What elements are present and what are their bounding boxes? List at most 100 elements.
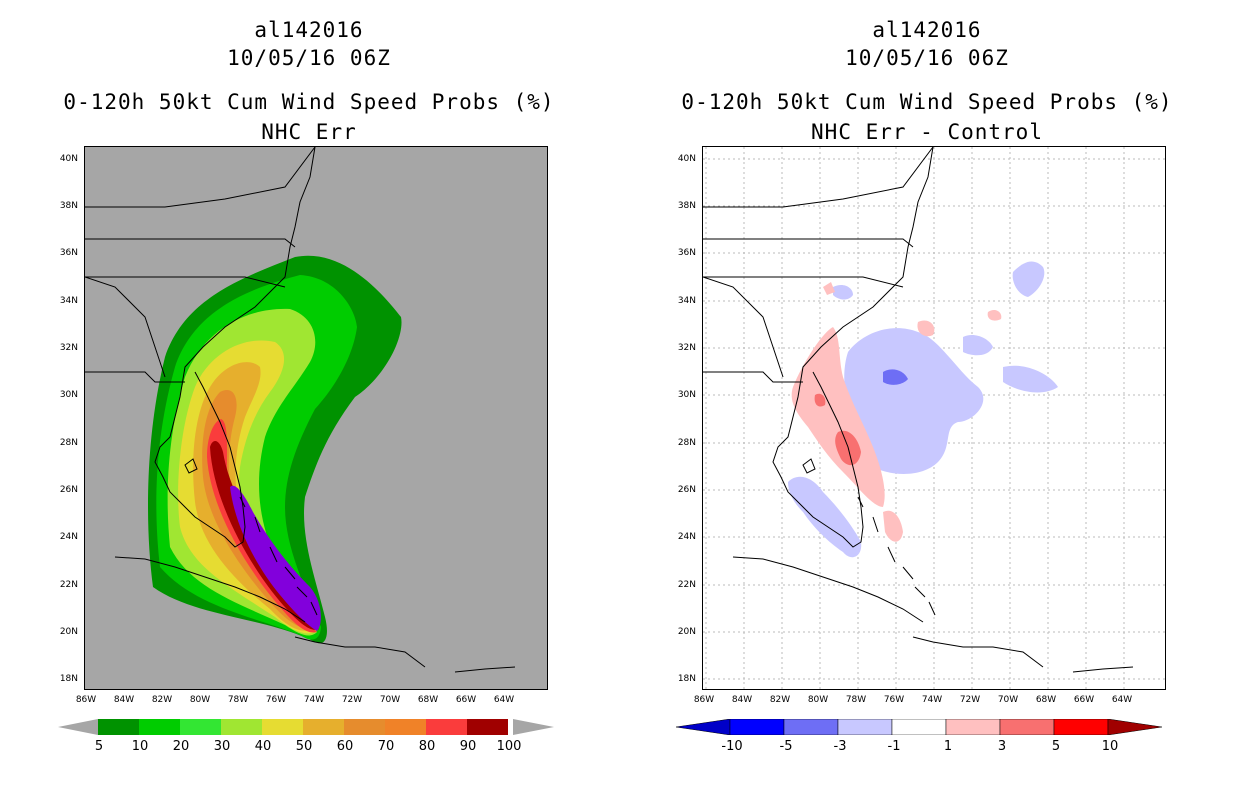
lon-label: 68W (417, 695, 439, 705)
colorbar-cell (1053, 719, 1109, 735)
lon-label: 78W (227, 695, 249, 705)
colorbar-cell (945, 719, 1001, 735)
product-title: 0-120h 50kt Cum Wind Speed Probs (%) (63, 90, 555, 114)
lat-label: 36N (59, 248, 78, 258)
lon-label: 82W (151, 695, 173, 705)
islands (857, 496, 936, 616)
probability-map (84, 146, 548, 690)
colorbar-label: 5 (1051, 739, 1061, 754)
lat-label: 26N (677, 485, 696, 495)
lat-label: 32N (59, 343, 78, 353)
diff-neg-area (963, 335, 993, 356)
colorbar-over-arrow (513, 719, 554, 735)
lon-label: 74W (303, 695, 325, 705)
colorbar-label: -1 (887, 739, 901, 754)
lon-label: 76W (265, 695, 287, 705)
lat-label: 22N (59, 580, 78, 590)
colorbar-cell (180, 719, 221, 735)
colorbar-cell (385, 719, 426, 735)
colorbar-cell (837, 719, 893, 735)
lat-label: 38N (59, 201, 78, 211)
lon-label: 82W (769, 695, 791, 705)
lat-label: 18N (677, 674, 696, 684)
colorbar-under-arrow (58, 719, 98, 735)
colorbar-cell (783, 719, 839, 735)
lat-label: 20N (677, 627, 696, 637)
lat-label: 30N (59, 390, 78, 400)
lat-label: 22N (677, 580, 696, 590)
lat-label: 28N (59, 438, 78, 448)
diff-pos-area (917, 320, 935, 337)
diff-pos-area (791, 327, 885, 507)
colorbar-label: 100 (496, 739, 522, 754)
lon-label: 76W (883, 695, 905, 705)
lon-label: 64W (493, 695, 515, 705)
left-panel: al142016 10/05/16 06Z 0-120h 50kt Cum Wi… (58, 18, 555, 754)
lon-label: 66W (455, 695, 477, 705)
diff-pos-area (987, 309, 1002, 321)
lat-label: 40N (59, 154, 78, 164)
lon-label: 80W (189, 695, 211, 705)
lat-label: 34N (59, 296, 78, 306)
colorbar-label: 10 (1101, 739, 1119, 754)
colorbar-label: 70 (377, 739, 395, 754)
datetime-title: 10/05/16 06Z (845, 46, 1009, 70)
colorbar-label: -3 (833, 739, 847, 754)
lon-label: 80W (807, 695, 829, 705)
lat-label: 24N (677, 532, 696, 542)
colorbar-label: 90 (459, 739, 477, 754)
coastlines (703, 147, 1134, 673)
lon-label: 86W (693, 695, 715, 705)
probability-colorbar (58, 719, 554, 735)
coastlines (85, 147, 516, 673)
difference-colorbar (676, 719, 1163, 735)
lat-label: 34N (677, 296, 696, 306)
lon-label: 72W (959, 695, 981, 705)
lat-label: 24N (59, 532, 78, 542)
lon-label: 66W (1073, 695, 1095, 705)
colorbar-cell (139, 719, 180, 735)
lon-label: 84W (731, 695, 753, 705)
colorbar-label: 10 (131, 739, 149, 754)
lat-label: 18N (59, 674, 78, 684)
difference-map (702, 146, 1166, 690)
lon-label: 70W (997, 695, 1019, 705)
colorbar-label: 50 (295, 739, 313, 754)
storm-id-title: al142016 (254, 18, 364, 42)
colorbar-label: 1 (943, 739, 953, 754)
difference-map-svg (703, 147, 1165, 689)
colorbar-label: 20 (172, 739, 190, 754)
diff-pos-area (823, 282, 835, 295)
lon-label: 78W (845, 695, 867, 705)
subtitle: NHC Err (261, 120, 357, 144)
diff-neg-area (844, 328, 984, 474)
colorbar-label: 40 (254, 739, 272, 754)
lon-label: 64W (1111, 695, 1133, 705)
colorbar-cell (221, 719, 262, 735)
colorbar-label: 3 (997, 739, 1007, 754)
colorbar-label: 80 (418, 739, 436, 754)
colorbar-label: 60 (336, 739, 354, 754)
diff-neg-area (833, 284, 853, 300)
colorbar-cell (999, 719, 1055, 735)
lat-label: 32N (677, 343, 696, 353)
lat-label: 30N (677, 390, 696, 400)
lon-label: 70W (379, 695, 401, 705)
colorbar-cell (467, 719, 508, 735)
colorbar-label: -10 (721, 739, 743, 754)
lat-label: 36N (677, 248, 696, 258)
prob-70-area (207, 419, 317, 633)
colorbar-cell (1107, 719, 1163, 735)
diff-pos-area (883, 510, 903, 542)
colorbar-label: 5 (94, 739, 104, 754)
diff-neg-area (883, 369, 908, 385)
lat-label: 38N (677, 201, 696, 211)
colorbar-cell (676, 719, 731, 735)
islands (239, 496, 318, 616)
diff-neg-area (1003, 365, 1058, 393)
probability-map-svg (85, 147, 516, 673)
lon-label: 68W (1035, 695, 1057, 705)
colorbar-label: -5 (779, 739, 793, 754)
diff-neg-area (788, 476, 862, 558)
lon-label: 74W (921, 695, 943, 705)
